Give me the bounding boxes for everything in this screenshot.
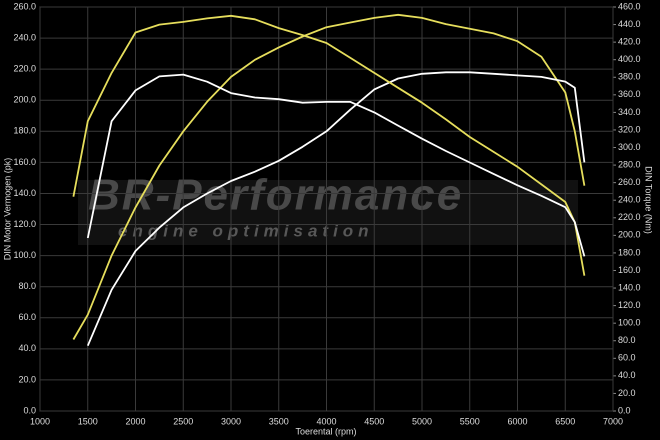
y-tick-label: 40.0	[18, 343, 36, 353]
y-tick-label: 160.0	[13, 157, 36, 167]
x-tick-label: 4500	[364, 416, 384, 426]
y2-tick-label: 340.0	[618, 107, 641, 117]
y2-tick-label: 20.0	[618, 388, 636, 398]
x-tick-label: 5500	[460, 416, 480, 426]
y2-tick-label: 380.0	[618, 72, 641, 82]
y2-tick-label: 160.0	[618, 265, 641, 275]
x-tick-label: 6500	[555, 416, 575, 426]
y2-tick-label: 360.0	[618, 89, 641, 99]
x-tick-label: 1500	[78, 416, 98, 426]
y-tick-label: 120.0	[13, 219, 36, 229]
y2-tick-label: 120.0	[618, 300, 641, 310]
x-tick-label: 7000	[603, 416, 623, 426]
x-tick-label: 4000	[316, 416, 336, 426]
y2-tick-label: 400.0	[618, 54, 641, 64]
x-tick-label: 6000	[507, 416, 527, 426]
curve	[86, 71, 586, 347]
y2-tick-label: 220.0	[618, 212, 641, 222]
curve	[72, 14, 586, 276]
y-tick-label: 180.0	[13, 126, 36, 136]
x-tick-label: 3500	[269, 416, 289, 426]
y2-tick-label: 80.0	[618, 335, 636, 345]
y2-tick-label: 320.0	[618, 124, 641, 134]
y2-tick-label: 60.0	[618, 353, 636, 363]
y-tick-label: 100.0	[13, 250, 36, 260]
y2-tick-label: 280.0	[618, 159, 641, 169]
watermark-band	[78, 180, 578, 245]
x-tick-label: 2500	[173, 416, 193, 426]
y-tick-label: 80.0	[18, 281, 36, 291]
watermark-subtitle: engine optimisation	[118, 221, 374, 240]
y2-tick-label: 180.0	[618, 247, 641, 257]
y2-tick-label: 240.0	[618, 195, 641, 205]
y2-tick-label: 440.0	[618, 19, 641, 29]
y-tick-label: 0.0	[23, 405, 36, 415]
y-tick-label: 140.0	[13, 188, 36, 198]
watermark: BR-Performance	[88, 171, 463, 220]
y2-axis-title: DIN Torque (Nm)	[644, 166, 654, 234]
y2-tick-label: 140.0	[618, 282, 641, 292]
y2-tick-label: 460.0	[618, 1, 641, 11]
y2-tick-label: 300.0	[618, 142, 641, 152]
x-axis-title: Toerental (rpm)	[295, 426, 356, 436]
y-tick-label: 260.0	[13, 1, 36, 11]
y-tick-label: 200.0	[13, 95, 36, 105]
y-tick-label: 60.0	[18, 312, 36, 322]
y2-tick-label: 100.0	[618, 318, 641, 328]
y-tick-label: 220.0	[13, 64, 36, 74]
y2-tick-label: 420.0	[618, 37, 641, 47]
y-axis-title: DIN Motor Vermogen (pk)	[2, 158, 12, 261]
y2-tick-label: 200.0	[618, 230, 641, 240]
curve	[86, 73, 586, 257]
x-tick-label: 3000	[221, 416, 241, 426]
y-tick-label: 20.0	[18, 374, 36, 384]
y2-tick-label: 40.0	[618, 370, 636, 380]
x-tick-label: 1000	[30, 416, 50, 426]
y2-tick-label: 0.0	[618, 405, 631, 415]
x-tick-label: 5000	[412, 416, 432, 426]
x-tick-label: 2000	[125, 416, 145, 426]
curve	[72, 13, 586, 340]
y2-tick-label: 260.0	[618, 177, 641, 187]
y-tick-label: 240.0	[13, 32, 36, 42]
